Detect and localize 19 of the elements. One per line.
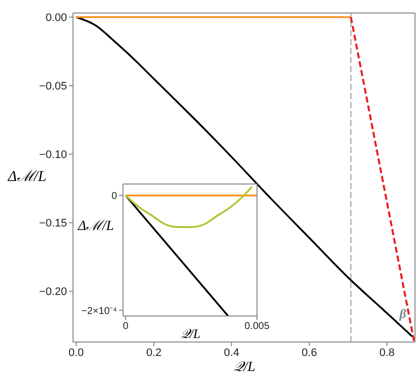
y-tick-label: 0.00 bbox=[46, 12, 67, 24]
x-tick-label: 0.6 bbox=[302, 346, 317, 359]
x-tick-label: 0.005 bbox=[244, 321, 270, 332]
line-series bbox=[124, 186, 253, 228]
x-tick-label: 0.0 bbox=[68, 346, 84, 359]
y-tick-label: −0.05 bbox=[39, 80, 67, 93]
x-axis-title: 𝒬/L bbox=[180, 326, 200, 341]
x-axis-title: 𝒬/L bbox=[232, 360, 256, 376]
y-axis-title: Δℳ/L bbox=[78, 218, 114, 234]
line-series bbox=[75, 16, 414, 338]
x-tick-label: 0.8 bbox=[379, 346, 395, 359]
annotation: β bbox=[399, 306, 406, 322]
y-tick-label: −0.10 bbox=[39, 149, 67, 162]
x-tick-label: 0.2 bbox=[146, 346, 162, 359]
y-tick-label: −0.20 bbox=[39, 286, 67, 298]
x-tick-label: 0.4 bbox=[224, 346, 240, 359]
y-tick-label: −0.15 bbox=[39, 218, 67, 230]
y-axis-title: Δℳ/L bbox=[8, 168, 46, 186]
y-tick-label: −2×10⁻⁴ bbox=[81, 306, 117, 317]
